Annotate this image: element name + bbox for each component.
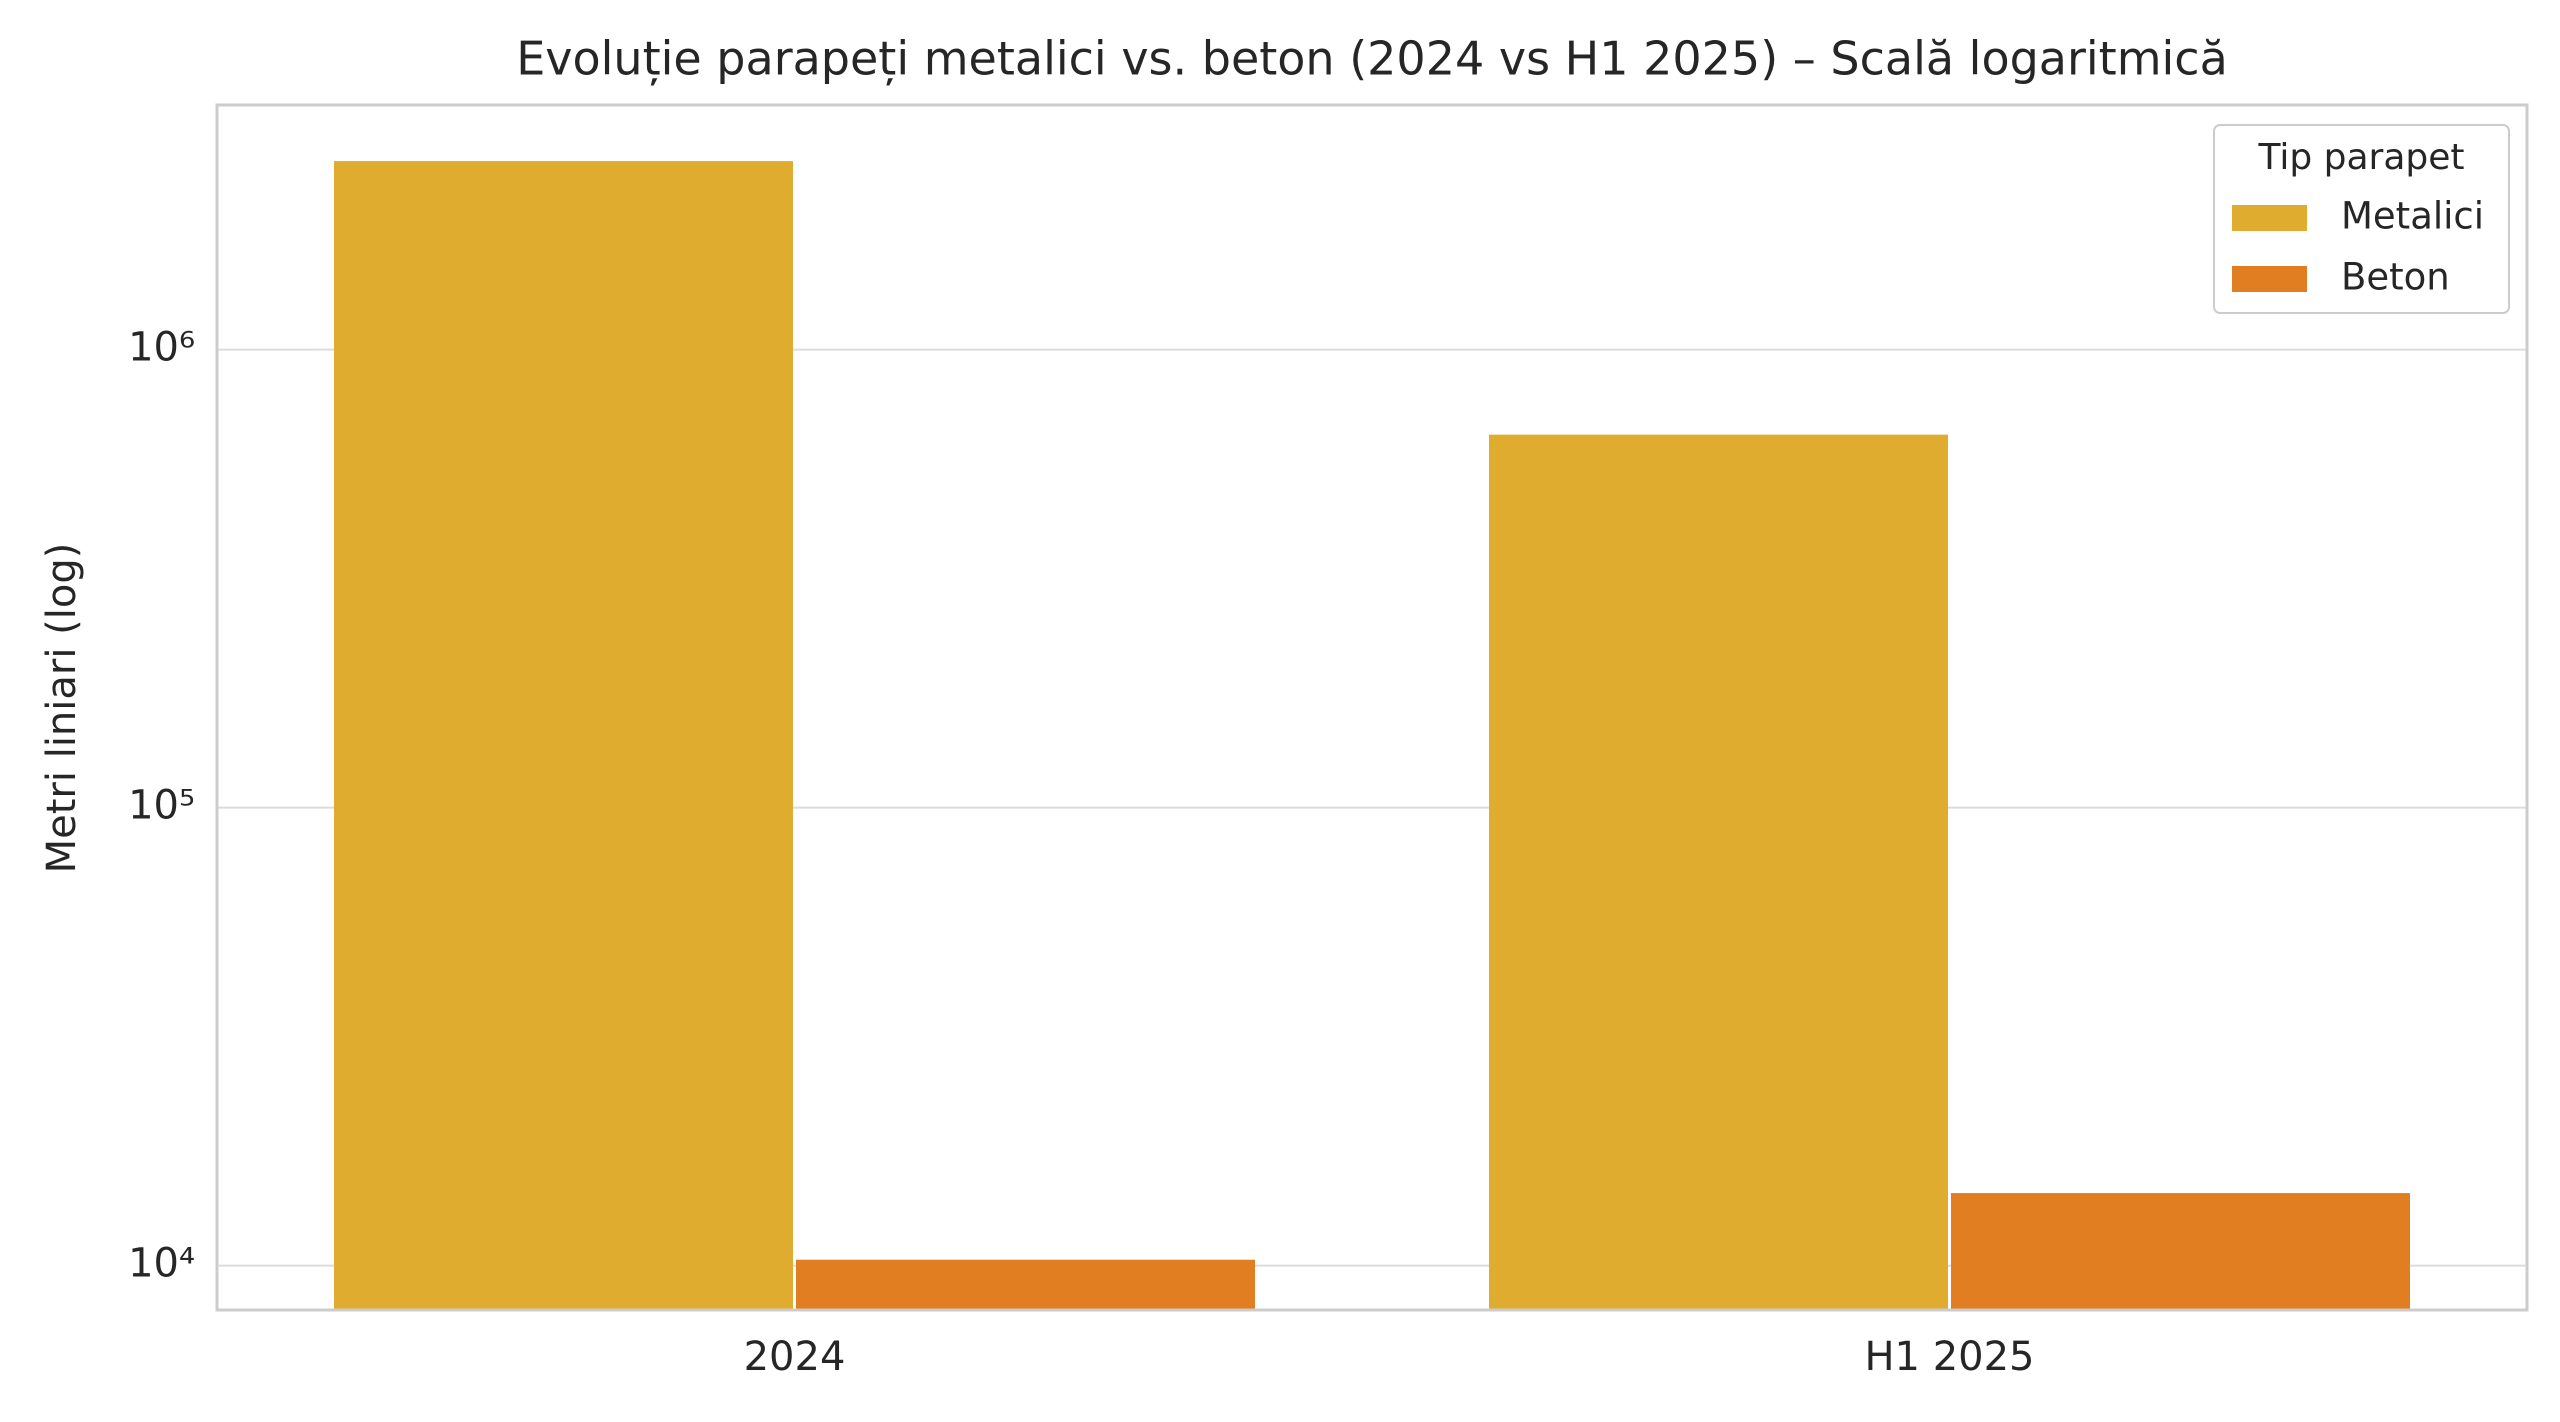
bar bbox=[1489, 434, 1948, 1310]
bar bbox=[796, 1259, 1255, 1310]
y-tick-label: 10⁵ bbox=[128, 783, 195, 829]
bar bbox=[334, 161, 793, 1310]
x-tick-label: 2024 bbox=[744, 1334, 846, 1380]
legend-title: Tip parapet bbox=[2257, 137, 2464, 178]
x-tick-label: H1 2025 bbox=[1864, 1334, 2034, 1380]
bar bbox=[1951, 1193, 2410, 1310]
plot-frame bbox=[215, 103, 2529, 1312]
chart-title: Evoluție parapeți metalici vs. beton (20… bbox=[516, 32, 2228, 87]
y-tick-label: 10⁶ bbox=[128, 325, 195, 371]
legend-swatch bbox=[2232, 205, 2307, 231]
legend-label: Beton bbox=[2341, 256, 2450, 299]
legend-swatch bbox=[2232, 266, 2307, 292]
y-tick-label: 10⁴ bbox=[128, 1241, 195, 1287]
legend-label: Metalici bbox=[2341, 195, 2484, 238]
y-axis-label: Metri liniari (log) bbox=[39, 543, 85, 874]
